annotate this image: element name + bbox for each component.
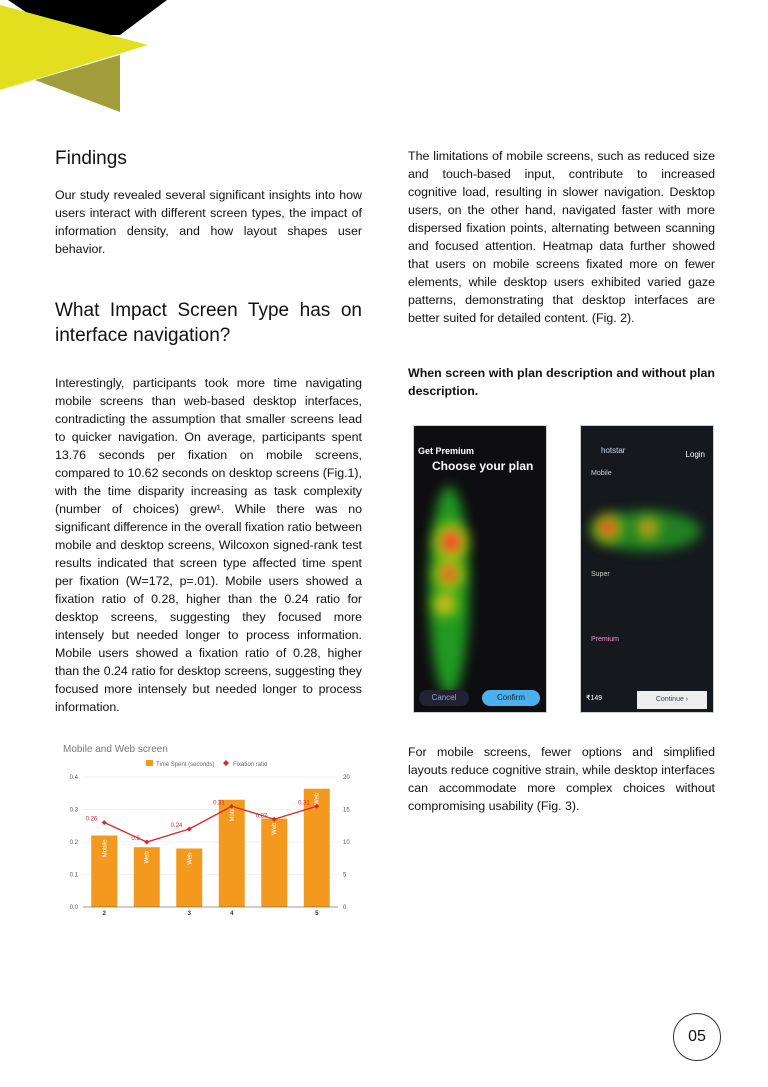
heatmap-tier: Mobile: [591, 470, 612, 477]
bar: [91, 835, 118, 907]
left-axis-tick: 0.3: [70, 808, 79, 814]
x-tick-label: 2: [103, 911, 107, 917]
heat-hotspot: [442, 566, 456, 582]
x-tick-label: 5: [315, 911, 319, 917]
left-axis-tick: 0.0: [70, 905, 79, 911]
figure-subheading: When screen with plan description and wi…: [408, 366, 715, 398]
bar: [133, 847, 160, 907]
fixation-line: [103, 805, 317, 843]
line-point: [101, 820, 107, 825]
line-point: [144, 839, 150, 845]
right-axis-tick: 0: [343, 905, 347, 911]
right-axis-tick: 5: [343, 873, 347, 879]
heatmap-confirm: Confirm: [482, 690, 540, 706]
right-axis-tick: 15: [343, 808, 350, 814]
line-point: [271, 816, 277, 822]
line-data-label: 0.26: [86, 817, 98, 823]
right-paragraph-2: For mobile screens, fewer options and si…: [408, 745, 715, 813]
line-data-label: 0.24: [171, 823, 183, 829]
legend-line-label: Fixation ratio: [233, 762, 268, 768]
heat-hotspot: [643, 523, 653, 533]
heatmap-header: Get Premium: [418, 446, 475, 456]
legend-bar-swatch: [146, 760, 153, 766]
bar-label: Web: [145, 851, 151, 864]
bar-label: Mobile: [102, 839, 108, 857]
heat-hotspot: [440, 598, 450, 610]
bar: [261, 818, 288, 907]
heatmap-cancel: Cancel: [419, 690, 469, 706]
line-point: [314, 803, 320, 809]
heatmap-title: Choose your plan: [432, 459, 534, 473]
right-axis-tick: 20: [343, 775, 350, 781]
heatmap-brand: hotstar: [601, 446, 626, 455]
impact-heading: What Impact Screen Type has on interface…: [55, 300, 362, 346]
bar: [218, 799, 245, 907]
heatmap-tier: Super: [591, 571, 610, 578]
x-tick-label: 3: [188, 911, 192, 917]
heatmap-continue: Continue ›: [637, 691, 707, 709]
line-point: [229, 803, 235, 809]
chart-title: Mobile and Web screen: [63, 744, 168, 755]
findings-heading: Findings: [55, 148, 127, 169]
line-data-label: 0.31: [213, 800, 225, 806]
heatmap-price: ₹149: [586, 695, 603, 702]
heat-hotspot: [442, 531, 460, 553]
fixation-chart: Mobile and Web screen Time Spent (seconds…: [63, 744, 350, 917]
bar-label: Web: [315, 792, 321, 805]
right-axis-tick: 10: [343, 840, 350, 846]
heatmap-hotstar-screen: hotstar Login Mobile Super Premium ₹149 …: [580, 425, 714, 713]
line-point: [186, 826, 192, 832]
bar: [176, 848, 203, 907]
legend-line-swatch: [223, 760, 229, 766]
impact-body: Interestingly, participants took more ti…: [55, 376, 362, 714]
line-data-label: 0.31: [298, 800, 310, 806]
line-data-label: 0.2: [131, 836, 140, 842]
bar-label: Web: [187, 852, 193, 865]
heat-hotspot: [601, 521, 615, 535]
x-tick-label: 4: [230, 911, 234, 917]
findings-intro: Our study revealed several significant i…: [55, 188, 362, 256]
left-axis-tick: 0.4: [70, 775, 79, 781]
heat-blob: [429, 486, 469, 696]
legend-bar-label: Time Spent (seconds): [156, 762, 214, 768]
left-axis-tick: 0.2: [70, 840, 79, 846]
heatmap-mobile-plan-screen: Get Premium Choose your plan Cancel Conf…: [413, 425, 547, 713]
right-paragraph-1: The limitations of mobile screens, such …: [408, 149, 715, 325]
corner-decoration: [0, 0, 167, 112]
page-number: 05: [673, 1013, 721, 1061]
heatmap-login: Login: [685, 450, 705, 459]
bar-label: Web: [272, 822, 278, 835]
heatmap-tier: Premium: [591, 636, 620, 643]
line-data-label: 0.27: [256, 813, 268, 819]
left-axis-tick: 0.1: [70, 873, 79, 879]
bar-label: Mobile: [230, 803, 236, 821]
